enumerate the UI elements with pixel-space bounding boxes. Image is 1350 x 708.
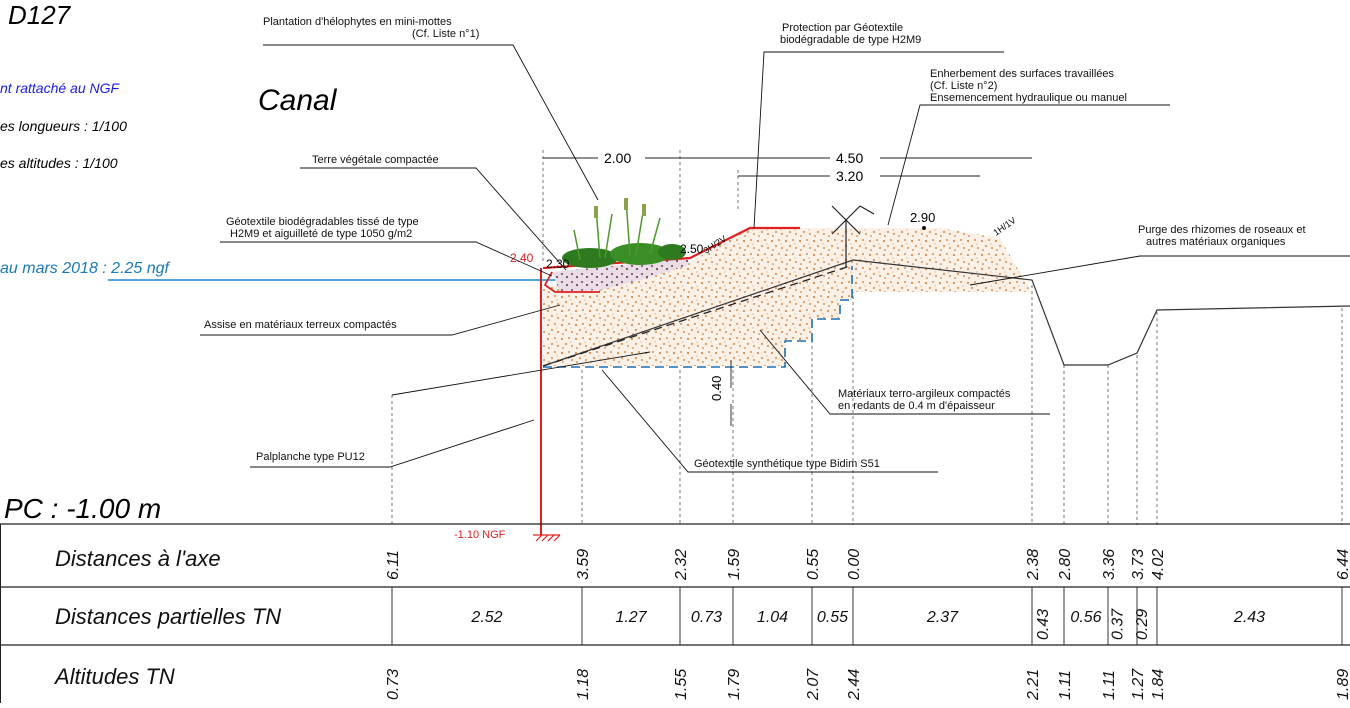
altitude-cell: 2.21: [1025, 669, 1042, 701]
dim-width-c: 3.20: [836, 168, 863, 184]
topsoil-layer: [552, 258, 690, 292]
distance-partielle-cell: 1.04: [757, 609, 788, 626]
row-label-distances-partielles: Distances partielles TN: [55, 604, 281, 629]
distance-axe-cell: 0.00: [846, 549, 863, 580]
distance-axe-cell: 6.44: [1335, 549, 1350, 580]
elev-2-30: 2.30: [546, 257, 570, 271]
distance-partielle-cell: 0.73: [691, 609, 722, 626]
distance-axe-cell: 3.59: [575, 549, 592, 580]
distance-axe-cell: 4.02: [1150, 549, 1167, 580]
altitude-cell: 2.07: [805, 668, 822, 701]
label-enherbement-2: (Cf. Liste n°2): [930, 80, 997, 92]
dim-thickness: 0.40: [709, 376, 724, 401]
geotextile-wrap-line: [543, 271, 600, 293]
partial-separators: [391, 587, 1343, 645]
distance-partielle-cell: 0.55: [817, 609, 848, 626]
elev-2-40: 2.40: [510, 251, 534, 265]
distance-partielle-cell: 1.27: [615, 609, 647, 626]
label-enherbement-3: Ensemencement hydraulique ou manuel: [930, 92, 1127, 104]
length-scale-note: es longueurs : 1/100: [0, 118, 127, 134]
row-label-altitudes: Altitudes TN: [53, 664, 175, 689]
distance-axe-cell: 2.80: [1057, 549, 1074, 581]
altitude-cell: 0.73: [385, 669, 402, 700]
cells-altitudes: 0.73 1.18 1.55 1.79 2.07 2.44 2.21 1.11 1.11 1.27…: [385, 668, 1350, 701]
label-materiaux-2: en redants de 0.4 m d'épaisseur: [838, 400, 995, 412]
reference-verticals: [391, 150, 1343, 525]
label-geotextile-prot-1: Protection par Géotextile: [782, 22, 903, 34]
altitude-scale-note: es altitudes : 1/100: [0, 155, 118, 171]
cells-distances-axe: 6.11 3.59 2.32 1.59 0.55 0.00 2.38 2.80 3.36 3.73…: [385, 549, 1350, 581]
label-geotextile-prot-2: biodégradable de type H2M9: [780, 34, 921, 46]
distance-partielle-cell: 2.52: [470, 609, 502, 626]
distance-axe-cell: 2.38: [1025, 549, 1042, 581]
slope-1h1v: 1H/1V: [991, 215, 1017, 238]
profile-table: Distances à l'axe Distances partielles T…: [0, 523, 1350, 703]
section-code: D127: [8, 0, 72, 30]
distance-partielle-cell: 0.37: [1110, 608, 1127, 640]
sheet-pile-foot: [533, 534, 561, 542]
distance-axe-cell: 0.55: [805, 549, 822, 580]
label-assise: Assise en matériaux terreux compactés: [204, 319, 397, 331]
altitude-cell: 1.89: [1335, 669, 1350, 700]
internal-dashed-line: [542, 265, 851, 367]
distance-axe-cell: 3.73: [1130, 549, 1147, 580]
distance-partielle-cell: 0.56: [1070, 609, 1101, 626]
ngf-note: nt rattaché au NGF: [0, 80, 121, 96]
distance-axe-cell: 3.36: [1101, 549, 1118, 580]
distance-axe-cell: 6.11: [385, 550, 402, 580]
natural-ground-line: [542, 259, 1350, 367]
leader-lines: [200, 44, 1350, 473]
water-level-note: au mars 2018 : 2.25 ngf: [0, 260, 171, 277]
label-geotextile-synth: Géotextile synthétique type Bidim S51: [694, 458, 880, 470]
altitude-cell: 2.44: [846, 669, 863, 701]
label-helophytes-2: (Cf. Liste n°1): [412, 28, 479, 40]
altitude-cell: 1.79: [726, 669, 743, 700]
label-enherbement-1: Enherbement des surfaces travaillées: [930, 68, 1115, 80]
altitude-cell: 1.84: [1150, 669, 1167, 700]
label-helophytes-1: Plantation d'hélophytes en mini-mottes: [263, 16, 452, 28]
distance-axe-cell: 1.59: [726, 549, 743, 580]
label-materiaux-1: Matériaux terro-argileux compactés: [838, 388, 1011, 400]
label-geotextile-bio-2: H2M9 et aiguilleté de type 1050 g/m2: [230, 228, 412, 240]
embankment-body: [543, 228, 1032, 366]
geotextile-protection-line: [542, 226, 800, 270]
altitude-cell: 1.27: [1130, 668, 1147, 700]
label-purge-1: Purge des rhizomes de roseaux et: [1138, 224, 1306, 236]
cells-distances-partielles: 2.52 1.27 0.73 1.04 0.55 2.37 0.43 0.56 0.37 0.29…: [470, 608, 1265, 640]
label-purge-2: autres matériaux organiques: [1146, 236, 1286, 248]
elev-2-90-point: [922, 226, 926, 230]
distance-axe-cell: 2.32: [673, 549, 690, 581]
helophyte-plants: [562, 198, 686, 268]
axis-symbol: [831, 205, 875, 268]
section-name: Canal: [258, 84, 338, 117]
label-geotextile-bio-1: Géotextile biodégradables tissé de type: [226, 216, 419, 228]
row-label-distances-axe: Distances à l'axe: [55, 546, 221, 571]
label-palplanche: Palplanche type PU12: [256, 451, 365, 463]
distance-partielle-cell: 0.29: [1134, 609, 1151, 640]
altitude-cell: 1.18: [575, 669, 592, 700]
label-terre-vegetale: Terre végétale compactée: [312, 154, 439, 166]
altitude-cell: 1.11: [1057, 670, 1074, 700]
ngf-bottom-label: -1.10 NGF: [454, 529, 506, 541]
distance-partielle-cell: 0.43: [1035, 609, 1052, 640]
bidim-geotextile-line: [543, 266, 853, 368]
dimension-lines: [543, 157, 1032, 426]
altitude-cell: 1.55: [673, 669, 690, 700]
distance-partielle-cell: 2.43: [1233, 609, 1265, 626]
elev-2-50: 2.50: [680, 242, 704, 256]
pc-reference: PC : -1.00 m: [4, 493, 161, 524]
distance-partielle-cell: 2.37: [926, 609, 959, 626]
elev-2-90: 2.90: [910, 210, 935, 225]
dim-width-a: 2.00: [604, 150, 631, 166]
dim-width-b: 4.50: [836, 150, 863, 166]
altitude-cell: 1.11: [1101, 670, 1118, 700]
